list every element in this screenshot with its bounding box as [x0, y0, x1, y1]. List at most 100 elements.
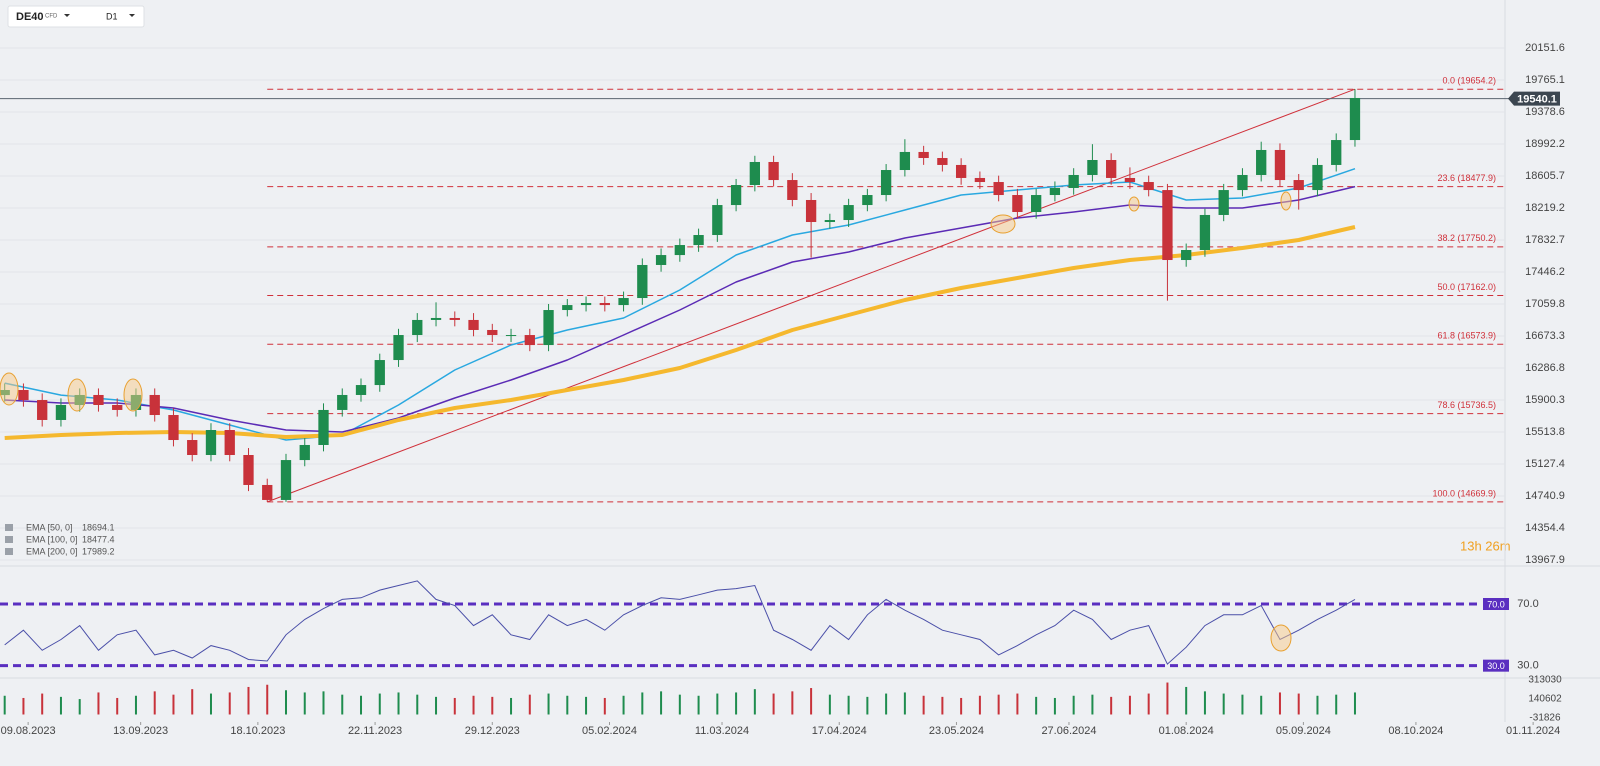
- x-tick-label: 11.03.2024: [695, 725, 749, 737]
- volume-bar: [960, 697, 963, 715]
- candle-body: [1068, 174, 1079, 188]
- candle-body: [955, 164, 967, 178]
- timeframe[interactable]: D1: [106, 11, 118, 21]
- candle-body: [730, 185, 742, 206]
- symbol[interactable]: DE40: [16, 11, 44, 23]
- volume-bar: [641, 692, 644, 715]
- candle-body: [843, 205, 854, 221]
- candle-body: [899, 151, 911, 171]
- volume-bar: [997, 694, 1000, 715]
- volume-bar: [510, 697, 513, 715]
- y-tick-label: 18219.2: [1525, 202, 1565, 214]
- candle-body: [168, 415, 179, 441]
- candle-body: [805, 199, 817, 223]
- candle-body: [93, 394, 104, 405]
- x-tick-label: 18.10.2023: [230, 725, 285, 737]
- volume-bar: [153, 691, 156, 715]
- x-tick-label: 29.12.2023: [465, 725, 520, 737]
- rsi-level-box: [1483, 598, 1509, 610]
- candle-body: [1199, 214, 1211, 250]
- volume-bar: [172, 694, 175, 715]
- volume-bar: [22, 697, 25, 715]
- last-price-box: [1508, 91, 1560, 106]
- volume-bar: [491, 696, 494, 715]
- candle-body: [1162, 190, 1173, 261]
- volume-bar: [622, 695, 625, 715]
- y-tick-label: 313030: [1528, 675, 1562, 686]
- candle-body: [280, 460, 292, 500]
- symbol-box[interactable]: DE40 CFD D1: [7, 5, 145, 28]
- volume-bar: [1222, 693, 1225, 715]
- y-tick-label: 20151.6: [1525, 42, 1565, 54]
- volume-bar: [41, 693, 44, 715]
- x-tick-label: 08.10.2024: [1388, 725, 1443, 737]
- rsi-level-label: 70.0: [1487, 599, 1505, 609]
- candle-body: [1181, 249, 1192, 261]
- y-tick-label: 18605.7: [1525, 170, 1565, 182]
- candle-body: [318, 409, 329, 445]
- candle-body: [937, 158, 948, 165]
- legend-value: 18477.4: [82, 534, 115, 544]
- dropdown-arrow[interactable]: [129, 14, 135, 17]
- candle-body: [468, 319, 479, 330]
- candle-body: [1312, 164, 1323, 191]
- y-tick-label: 15900.3: [1525, 394, 1565, 406]
- volume-bar: [1072, 695, 1075, 715]
- candle-body: [1030, 195, 1042, 212]
- candle-body: [412, 319, 423, 336]
- rsi-line: [4, 580, 1356, 665]
- volume-bar: [566, 695, 569, 715]
- volume-bar: [547, 693, 550, 715]
- candle-body: [262, 484, 273, 500]
- candle-body: [768, 161, 779, 181]
- y-tick-label: 30.0: [1517, 660, 1538, 672]
- volume-bar: [378, 693, 381, 715]
- volume-bar: [116, 697, 119, 715]
- fib-label: 23.6 (18477.9): [1437, 173, 1496, 183]
- candle-body: [1218, 190, 1229, 215]
- volume-bar: [247, 686, 250, 715]
- candle-body: [1124, 177, 1136, 183]
- x-tick-label: 05.09.2024: [1276, 725, 1331, 737]
- candle-body: [149, 394, 160, 416]
- candle-body: [974, 177, 986, 183]
- candle-body: [693, 235, 704, 246]
- volume-bar: [78, 699, 81, 715]
- highlight: [67, 378, 87, 412]
- volume-bar: [322, 691, 325, 715]
- fib-label: 61.8 (16573.9): [1437, 331, 1496, 341]
- fib-label: 38.2 (17750.2): [1437, 233, 1496, 243]
- volume-bar: [903, 692, 906, 715]
- candle-body: [112, 404, 123, 410]
- candle-body: [824, 220, 836, 223]
- volume-bar: [416, 694, 419, 715]
- y-tick-label: 16286.8: [1525, 362, 1565, 374]
- dropdown-arrow[interactable]: [64, 14, 70, 17]
- highlight: [1270, 624, 1292, 652]
- volume-bar: [209, 693, 212, 715]
- y-tick-label: 17059.8: [1525, 298, 1565, 310]
- volume-bar: [660, 691, 663, 715]
- highlights: [0, 191, 1292, 652]
- fib-label: 78.6 (15736.5): [1437, 400, 1496, 410]
- volume-bar: [978, 695, 981, 715]
- volume-bar: [847, 695, 850, 715]
- y-tick-label: 14354.4: [1525, 522, 1565, 534]
- fib-label: 0.0 (19654.2): [1442, 76, 1496, 86]
- trendline: [267, 88, 1356, 503]
- y-tick-label: 19378.6: [1525, 106, 1565, 118]
- instrument: CFD: [45, 14, 58, 20]
- fib-label: 50.0 (17162.0): [1437, 282, 1496, 292]
- volume-bar: [716, 693, 719, 715]
- fib-label: 100.0 (14669.9): [1432, 488, 1496, 498]
- volume-bar: [1128, 695, 1131, 715]
- x-tick-label: 22.11.2023: [348, 725, 402, 737]
- marks-layer: [0, 89, 1361, 715]
- volume-bar: [585, 696, 588, 715]
- candle-body: [299, 444, 310, 461]
- volume-bar: [3, 695, 6, 715]
- candle-body: [655, 255, 667, 265]
- x-tick-label: 05.02.2024: [582, 725, 637, 737]
- volume-bar: [1035, 696, 1038, 715]
